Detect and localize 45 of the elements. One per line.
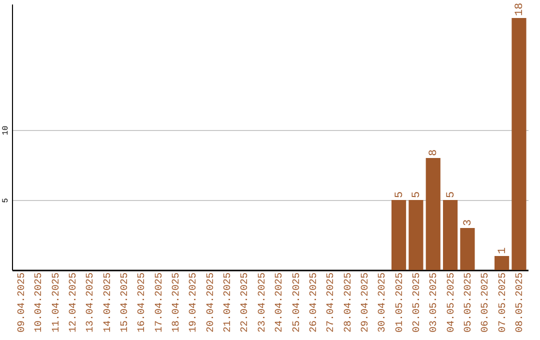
x-tick-label: 14.04.2025 bbox=[102, 272, 114, 333]
x-tick-label: 05.05.2025 bbox=[463, 272, 474, 333]
x-tick-label: 16.04.2025 bbox=[137, 272, 148, 333]
x-tick-label: 15.04.2025 bbox=[120, 272, 132, 333]
bar bbox=[426, 158, 440, 270]
x-tick-label: 10.04.2025 bbox=[34, 272, 46, 333]
x-tick-label: 09.04.2025 bbox=[17, 272, 28, 333]
x-tick-label: 22.04.2025 bbox=[240, 272, 252, 333]
x-tick-label: 02.05.2025 bbox=[412, 272, 423, 333]
x-tick-label: 25.04.2025 bbox=[292, 272, 303, 333]
bar bbox=[443, 200, 458, 270]
x-tick-label: 01.05.2025 bbox=[394, 272, 406, 333]
bar bbox=[460, 228, 475, 270]
data-label: 18 bbox=[514, 2, 526, 16]
data-label: 5 bbox=[410, 191, 423, 198]
bar bbox=[512, 18, 526, 270]
bar bbox=[391, 200, 406, 270]
x-tick-label: 26.04.2025 bbox=[308, 272, 320, 333]
x-tick-label: 30.04.2025 bbox=[378, 272, 389, 333]
bar bbox=[408, 200, 424, 270]
x-tick-label: 07.05.2025 bbox=[498, 272, 509, 333]
data-label: 3 bbox=[462, 219, 474, 226]
x-tick-label: 21.04.2025 bbox=[223, 272, 234, 333]
x-tick-label: 28.04.2025 bbox=[343, 272, 354, 333]
x-tick-label: 18.04.2025 bbox=[172, 272, 183, 333]
x-tick-label: 29.04.2025 bbox=[360, 272, 372, 333]
bar bbox=[494, 256, 510, 270]
x-tick-label: 12.04.2025 bbox=[68, 272, 80, 333]
x-tick-label: 23.04.2025 bbox=[257, 272, 268, 333]
data-label: 1 bbox=[496, 247, 509, 254]
x-tick-label: 19.04.2025 bbox=[188, 272, 200, 333]
x-tick-label: 11.04.2025 bbox=[51, 272, 62, 333]
x-tick-label: 20.04.2025 bbox=[206, 272, 217, 333]
x-tick-label: 13.04.2025 bbox=[86, 272, 97, 333]
data-label: 8 bbox=[428, 149, 440, 156]
y-tick-label: 10 bbox=[2, 126, 10, 136]
data-label: 5 bbox=[445, 191, 458, 198]
x-tick-label: 08.05.2025 bbox=[514, 272, 526, 333]
data-label: 5 bbox=[394, 191, 406, 198]
x-tick-label: 24.04.2025 bbox=[274, 272, 286, 333]
x-tick-label: 04.05.2025 bbox=[446, 272, 458, 333]
x-tick-label: 17.04.2025 bbox=[154, 272, 166, 333]
x-tick-label: 03.05.2025 bbox=[429, 272, 440, 333]
x-tick-label: 27.04.2025 bbox=[326, 272, 338, 333]
x-tick-label: 06.05.2025 bbox=[480, 272, 492, 333]
